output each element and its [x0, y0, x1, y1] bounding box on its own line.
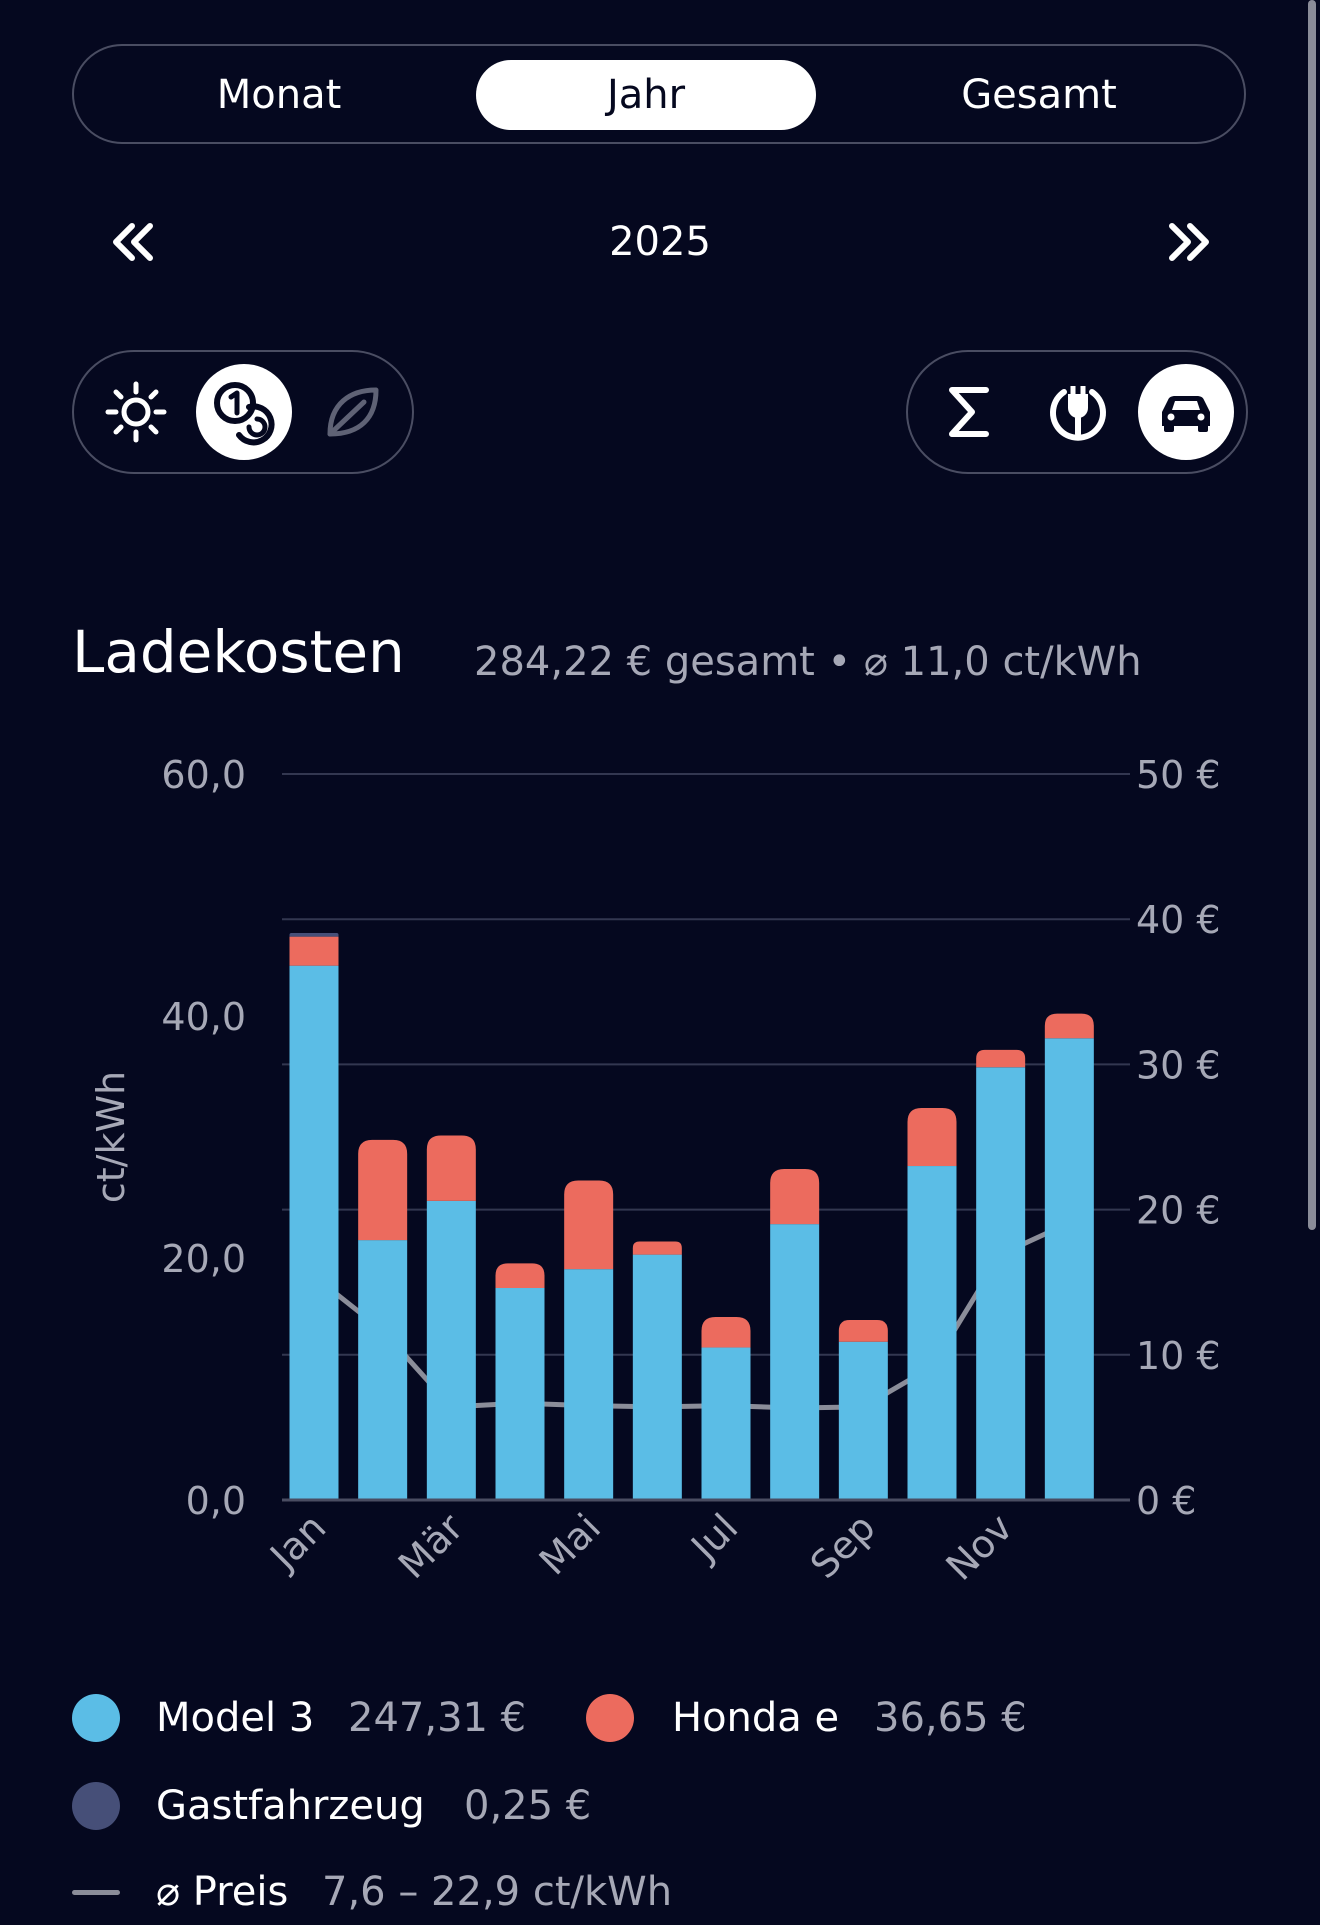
tab-monat[interactable]: Monat: [216, 72, 342, 118]
metric-toggle: [72, 350, 414, 474]
legend-swatch: [72, 1782, 120, 1830]
bar-model-3-mai: [564, 1269, 614, 1500]
y-right-tick-label: 10 €: [1136, 1334, 1221, 1378]
group-toggle: [906, 350, 1248, 474]
bar-honda-e-apr: [495, 1263, 545, 1289]
bar-honda-e-jan: [289, 936, 339, 966]
bar-model-3-jun: [632, 1254, 682, 1500]
bar-model-3-mär: [426, 1200, 476, 1500]
legend-value: 247,31 €: [348, 1695, 527, 1741]
legend-label: Gastfahrzeug: [156, 1783, 425, 1829]
bar-honda-e-jul: [701, 1317, 751, 1348]
previous-year-button[interactable]: [104, 212, 164, 272]
bar-model-3-aug: [770, 1224, 820, 1500]
bar-honda-e-feb: [358, 1139, 408, 1241]
y-right-tick-label: 30 €: [1136, 1043, 1221, 1087]
vehicle-group-button[interactable]: [1138, 364, 1234, 460]
section-title: Ladekosten: [72, 618, 405, 686]
tab-jahr[interactable]: Jahr: [476, 60, 816, 130]
sun-icon: [105, 381, 167, 443]
bar-honda-e-nov: [976, 1049, 1026, 1068]
legend-swatch: [72, 1694, 120, 1742]
co2-metric-button[interactable]: [304, 364, 400, 460]
bar-model-3-feb: [358, 1240, 408, 1500]
bar-honda-e-mai: [564, 1180, 614, 1270]
y-right-tick-label: 0 €: [1136, 1479, 1196, 1523]
period-tabs: Monat Jahr Gesamt: [72, 44, 1246, 144]
y-right-tick-label: 40 €: [1136, 898, 1221, 942]
legend-label: Honda e: [672, 1695, 840, 1741]
y-left-tick-label: 0,0: [186, 1479, 246, 1523]
legend-item-model-3: Model 3 247,31 €: [72, 1686, 552, 1746]
double-chevron-right-icon: [1169, 223, 1209, 261]
x-tick-label: Sep: [802, 1505, 884, 1587]
legend-line-swatch: [72, 1890, 120, 1895]
bar-honda-e-dez: [1044, 1013, 1094, 1039]
legend-value: 7,6 – 22,9 ct/kWh: [322, 1869, 673, 1915]
scrollbar[interactable]: [1308, 0, 1316, 1230]
bar-honda-e-mär: [426, 1135, 476, 1201]
x-tick-label: Jan: [260, 1505, 334, 1579]
cost-chart: 0 € 10 € 20 € 30 € 40 € 50 € 0,0 20,0 40,0 60,0 ct…: [89, 753, 1221, 1589]
legend-label: ⌀ Preis: [156, 1869, 289, 1915]
legend-swatch: [586, 1694, 634, 1742]
sigma-icon: [949, 387, 989, 437]
bar-model-3-apr: [495, 1288, 545, 1500]
x-tick-label: Jul: [681, 1505, 746, 1570]
next-year-button[interactable]: [1158, 212, 1218, 272]
legend-item-avg-price: ⌀ Preis 7,6 – 22,9 ct/kWh: [72, 1860, 792, 1920]
bar-gastfahrzeug-jan: [289, 932, 339, 937]
bar-honda-e-jun: [632, 1241, 682, 1255]
bar-model-3-nov: [976, 1067, 1026, 1500]
bar-model-3-sep: [838, 1341, 888, 1500]
y-left-tick-label: 60,0: [161, 753, 246, 797]
coins-icon: [214, 382, 275, 446]
sum-group-button[interactable]: [922, 364, 1018, 460]
x-tick-label: Mai: [531, 1505, 609, 1583]
legend-item-gastfahrzeug: Gastfahrzeug 0,25 €: [72, 1774, 632, 1834]
legend-value: 36,65 €: [874, 1695, 1027, 1741]
cost-metric-button[interactable]: [196, 364, 292, 460]
legend-item-honda-e: Honda e 36,65 €: [586, 1686, 1066, 1746]
bar-honda-e-sep: [838, 1319, 888, 1342]
bar-model-3-jan: [289, 965, 339, 1500]
x-tick-label: Mär: [390, 1505, 472, 1587]
y-right-tick-label: 50 €: [1136, 753, 1221, 797]
x-tick-label: Nov: [937, 1505, 1021, 1589]
leaf-icon: [327, 387, 379, 437]
bar-model-3-dez: [1044, 1038, 1094, 1500]
y-left-tick-label: 40,0: [161, 995, 246, 1039]
y-left-tick-label: 20,0: [161, 1237, 246, 1281]
bar-model-3-jul: [701, 1347, 751, 1500]
charger-group-button[interactable]: [1030, 364, 1126, 460]
energy-metric-button[interactable]: [88, 364, 184, 460]
legend-value: 0,25 €: [464, 1783, 592, 1829]
year-label: 2025: [609, 219, 711, 265]
bar-honda-e-aug: [770, 1168, 820, 1225]
bar-honda-e-okt: [907, 1107, 957, 1167]
legend-label: Model 3: [156, 1695, 315, 1741]
charger-plug-icon: [1050, 386, 1106, 441]
tab-gesamt[interactable]: Gesamt: [961, 72, 1117, 118]
bar-model-3-okt: [907, 1166, 957, 1500]
double-chevron-left-icon: [113, 223, 153, 261]
car-icon: [1162, 396, 1210, 432]
y-axis-label: ct/kWh: [89, 1071, 133, 1203]
section-summary: 284,22 € gesamt • ⌀ 11,0 ct/kWh: [474, 639, 1142, 685]
y-right-tick-label: 20 €: [1136, 1189, 1221, 1233]
